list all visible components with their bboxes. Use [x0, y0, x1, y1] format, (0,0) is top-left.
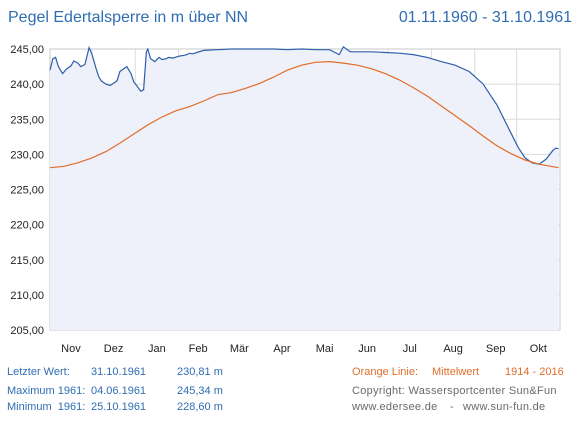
y-tick-label: 210,00: [10, 290, 44, 302]
website-separator: -: [450, 401, 454, 413]
x-tick-label: Jun: [358, 343, 376, 355]
x-tick-label: Apr: [273, 343, 290, 355]
y-tick-label: 215,00: [10, 255, 44, 267]
x-tick-label: Nov: [61, 343, 81, 355]
x-tick-label: Jan: [148, 343, 166, 355]
mean-period: 1914 - 2016: [505, 366, 564, 378]
y-tick-label: 225,00: [10, 185, 44, 197]
chart-title: Pegel Edertalsperre in m über NN: [8, 9, 249, 26]
x-tick-label: Dez: [104, 343, 124, 355]
website-link-sun-fun[interactable]: www.sun-fun.de: [463, 401, 546, 413]
minimum-date: 25.10.1961: [91, 401, 147, 413]
maximum-amount: 245,34 m: [177, 385, 223, 397]
last-value-label: Letzter Wert:: [7, 366, 70, 378]
level-chart: 205,00 210,00 215,00 220,00 225,00 230,00 235,…: [10, 44, 561, 355]
website-link-edersee[interactable]: www.edersee.de: [352, 401, 438, 413]
level-line: [49, 45, 559, 165]
x-tick-label: Jul: [403, 343, 417, 355]
y-tick-label: 245,00: [10, 44, 44, 56]
level-area-fill: [50, 46, 559, 331]
minimum-label: Minimum 1961:: [7, 401, 86, 413]
x-tick-label: Sep: [486, 343, 506, 355]
y-tick-label: 230,00: [10, 149, 44, 161]
y-tick-label: 205,00: [10, 325, 44, 337]
y-tick-label: 220,00: [10, 220, 44, 232]
copyright-text: Copyright: Wassersportcenter Sun&Fun: [352, 385, 557, 397]
x-tick-label: Mai: [316, 343, 334, 355]
mean-label: Mittelwert: [432, 366, 480, 378]
x-tick-label: Aug: [443, 343, 463, 355]
last-value-date: 31.10.1961: [91, 366, 147, 378]
y-tick-label: 235,00: [10, 114, 44, 126]
orange-line-label: Orange Linie:: [352, 366, 419, 378]
y-tick-label: 240,00: [10, 79, 44, 91]
mean-line: [49, 60, 559, 169]
maximum-label: Maximum 1961:: [7, 385, 86, 397]
x-tick-label: Feb: [189, 343, 208, 355]
x-tick-label: Okt: [530, 343, 547, 355]
chart-period: 01.11.1960 - 31.10.1961: [398, 9, 572, 26]
last-value-amount: 230,81 m: [177, 366, 223, 378]
x-tick-label: Mär: [230, 343, 249, 355]
minimum-amount: 228,60 m: [177, 401, 223, 413]
maximum-date: 04.06.1961: [91, 385, 147, 397]
